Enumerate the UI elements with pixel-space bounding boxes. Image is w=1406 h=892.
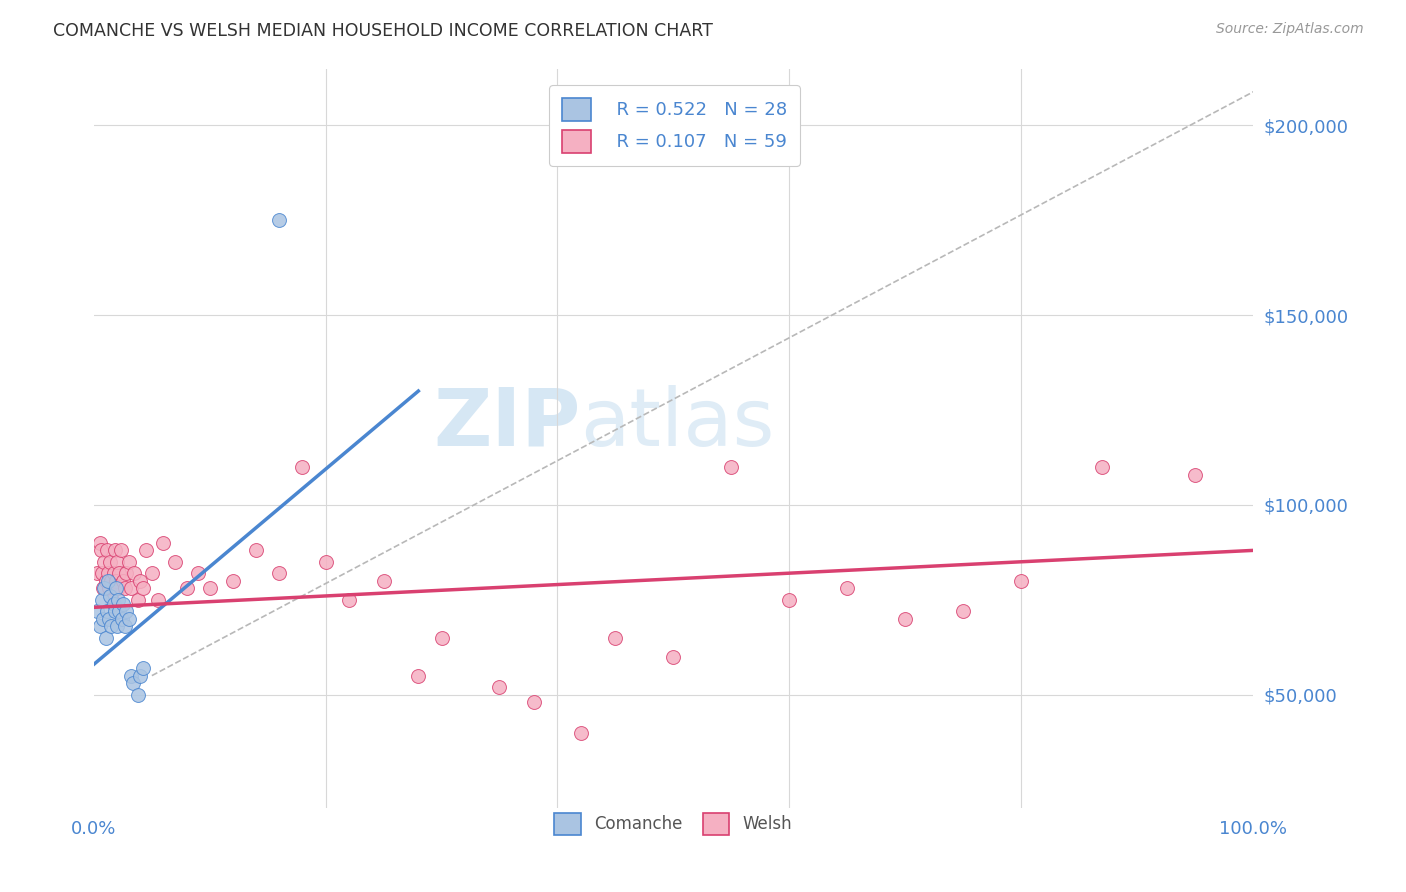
Point — [110, 543, 132, 558]
Point — [163, 555, 186, 569]
Point — [90, 543, 112, 558]
Point — [131, 582, 153, 596]
Legend: Comanche, Welsh: Comanche, Welsh — [544, 803, 803, 845]
Point — [146, 592, 169, 607]
Point — [96, 543, 118, 558]
Point — [152, 536, 174, 550]
Point — [93, 582, 115, 596]
Point — [115, 566, 138, 581]
Point — [111, 597, 134, 611]
Point — [373, 574, 395, 588]
Point — [108, 604, 131, 618]
Point — [605, 631, 627, 645]
Point — [86, 566, 108, 581]
Point — [129, 574, 152, 588]
Point — [91, 612, 114, 626]
Point — [127, 592, 149, 607]
Point — [98, 589, 121, 603]
Point — [131, 661, 153, 675]
Point — [124, 566, 146, 581]
Point — [104, 604, 127, 618]
Point — [93, 555, 115, 569]
Point — [111, 574, 134, 588]
Point — [1010, 574, 1032, 588]
Point — [105, 619, 128, 633]
Point — [91, 582, 114, 596]
Point — [86, 604, 108, 618]
Point — [269, 213, 291, 227]
Point — [269, 566, 291, 581]
Point — [98, 582, 121, 596]
Point — [91, 592, 114, 607]
Point — [89, 619, 111, 633]
Point — [129, 668, 152, 682]
Point — [662, 649, 685, 664]
Point — [523, 695, 546, 709]
Point — [98, 612, 121, 626]
Point — [105, 555, 128, 569]
Point — [118, 555, 141, 569]
Point — [952, 604, 974, 618]
Point — [89, 536, 111, 550]
Point — [835, 582, 858, 596]
Point — [894, 612, 917, 626]
Point — [315, 555, 337, 569]
Point — [488, 680, 510, 694]
Point — [569, 725, 592, 739]
Point — [176, 582, 198, 596]
Point — [97, 566, 120, 581]
Point — [104, 582, 127, 596]
Point — [111, 612, 134, 626]
Point — [127, 688, 149, 702]
Text: Source: ZipAtlas.com: Source: ZipAtlas.com — [1216, 22, 1364, 37]
Point — [100, 619, 122, 633]
Text: COMANCHE VS WELSH MEDIAN HOUSEHOLD INCOME CORRELATION CHART: COMANCHE VS WELSH MEDIAN HOUSEHOLD INCOM… — [53, 22, 713, 40]
Point — [1091, 459, 1114, 474]
Point — [107, 582, 129, 596]
Point — [245, 543, 267, 558]
Point — [114, 619, 136, 633]
Point — [101, 592, 124, 607]
Point — [118, 612, 141, 626]
Point — [94, 631, 117, 645]
Point — [135, 543, 157, 558]
Point — [408, 668, 430, 682]
Point — [1184, 467, 1206, 482]
Point — [91, 566, 114, 581]
Point — [430, 631, 453, 645]
Point — [104, 543, 127, 558]
Point — [337, 592, 360, 607]
Point — [100, 574, 122, 588]
Point — [94, 574, 117, 588]
Point — [222, 574, 245, 588]
Point — [104, 574, 127, 588]
Text: atlas: atlas — [581, 384, 775, 463]
Point — [120, 668, 142, 682]
Point — [141, 566, 163, 581]
Point — [103, 566, 125, 581]
Point — [115, 604, 138, 618]
Point — [120, 582, 142, 596]
Point — [107, 592, 129, 607]
Point — [720, 459, 742, 474]
Point — [97, 574, 120, 588]
Point — [108, 566, 131, 581]
Point — [122, 676, 145, 690]
Text: ZIP: ZIP — [433, 384, 581, 463]
Point — [778, 592, 800, 607]
Point — [291, 459, 314, 474]
Point — [198, 582, 221, 596]
Point — [98, 555, 121, 569]
Point — [114, 582, 136, 596]
Point — [96, 604, 118, 618]
Point — [187, 566, 209, 581]
Point — [103, 597, 125, 611]
